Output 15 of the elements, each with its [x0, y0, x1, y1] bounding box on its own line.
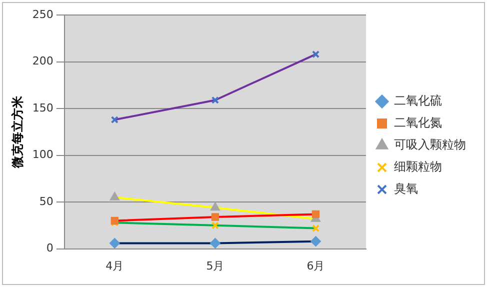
y-tick-label: 50: [39, 194, 54, 208]
y-tick-label: 0: [46, 242, 54, 255]
y-tick-label: 150: [32, 101, 54, 114]
legend-label: 细颗粒物: [394, 160, 442, 174]
y-tick-label: 100: [32, 148, 54, 162]
x-tick-label: 4月: [106, 259, 124, 272]
y-tick-label: 250: [32, 8, 54, 21]
legend-label: 臭氧: [394, 182, 418, 196]
legend-label: 二氧化硫: [394, 94, 442, 108]
legend-label: 可吸入颗粒物: [394, 138, 466, 152]
x-tick-label: 6月: [306, 259, 325, 272]
y-axis-title: 微克每立方米: [10, 94, 24, 169]
y-tick-label: 200: [32, 54, 54, 68]
legend-label: 二氧化氮: [394, 116, 442, 130]
x-tick-label: 5月: [206, 259, 224, 272]
